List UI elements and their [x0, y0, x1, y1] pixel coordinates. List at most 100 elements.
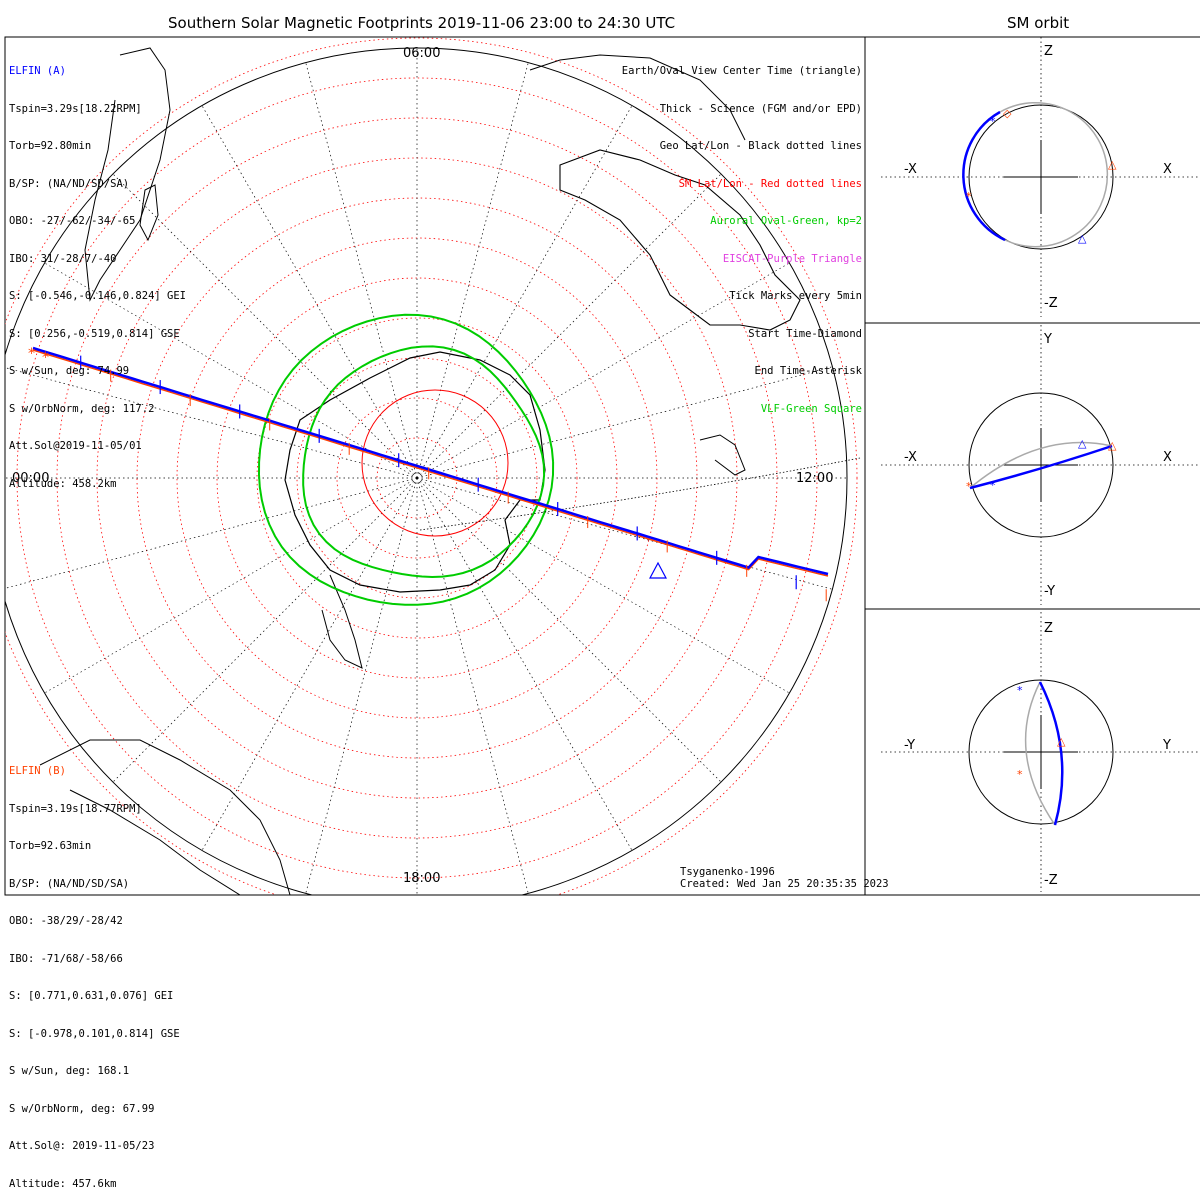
panel2-bottom-label: -Y	[1044, 584, 1056, 599]
legend-entry: Geo Lat/Lon - Black dotted lines	[659, 140, 862, 152]
elfin-b-line: S w/Sun, deg: 168.1	[9, 1065, 130, 1077]
orbit-marker: *	[1017, 768, 1023, 781]
earth-circle	[968, 679, 1114, 825]
elfin-b-end-asterisk: *	[42, 350, 49, 366]
orbit-blue-arc	[1038, 681, 1064, 826]
geo-longitude-line	[201, 105, 418, 479]
elfin-a-line: Altitude: 458.2km	[9, 477, 117, 490]
legend-entry: EISCAT-Purple Triangle	[722, 252, 862, 265]
sm-orbit-title: SM orbit	[1007, 14, 1070, 32]
orbit-marker: △	[1108, 439, 1117, 452]
sm-latitude-circle	[256, 317, 578, 639]
orbit-marker: *	[990, 479, 996, 492]
orbit-gray-arc	[999, 101, 1109, 248]
south-america-coastline	[39, 739, 291, 895]
new-zealand-coastline	[699, 434, 746, 476]
panel1-right-label: X	[1163, 162, 1172, 177]
africa-coastline	[84, 47, 171, 302]
model-label: Tsyganenko-1996	[680, 866, 775, 878]
elfin-a-line: IBO: 31/-28/7/-40	[9, 252, 117, 265]
elfin-a-line: B/SP: (NA/ND/SD/SA)	[9, 177, 130, 190]
sm-orbit-panel-yz: * * △	[881, 612, 1200, 892]
elfin-a-line: S w/Sun, deg: 74.99	[9, 365, 130, 377]
elfin-b-end-asterisk: *	[28, 346, 35, 362]
sm-latitude-circle	[216, 277, 618, 679]
legend-entry: Thick - Science (FGM and/or EPD)	[659, 102, 862, 115]
orbit-marker: *	[1017, 684, 1023, 697]
elfin-a-footprint-track	[32, 346, 829, 576]
elfin-b-footprint-track	[32, 349, 829, 577]
time-label-top: 06:00	[403, 46, 441, 61]
geo-longitude-line	[416, 62, 529, 479]
map-horizon-circle	[5, 47, 848, 895]
panel2-right-label: X	[1163, 450, 1172, 465]
orbit-blue-arc	[969, 444, 1113, 490]
geo-longitude-line	[112, 477, 418, 783]
elfin-a-line: Torb=92.80min	[9, 140, 92, 152]
panel3-right-label: Y	[1163, 738, 1171, 753]
elfin-b-line: Att.Sol@: 2019-11-05/23	[9, 1140, 155, 1152]
earth-circle	[968, 392, 1114, 538]
auroral-oval-outer	[257, 313, 555, 606]
elfin-b-line: B/SP: (NA/ND/SD/SA)	[9, 877, 130, 890]
elfin-b-line: S: [-0.978,0.101,0.814] GSE	[9, 1027, 180, 1040]
elfin-b-line: S w/OrbNorm, deg: 67.99	[9, 1102, 155, 1115]
geo-longitude-line	[416, 477, 833, 590]
chart-title: Southern Solar Magnetic Footprints 2019-…	[168, 14, 676, 32]
grid-group: * *	[5, 37, 861, 895]
legend-entry: Auroral Oval-Green, kp=2	[710, 215, 862, 227]
elfin-b-line: Altitude: 457.6km	[9, 1177, 117, 1190]
legend-entry: Start Time-Diamond	[748, 327, 862, 340]
orbit-marker: *	[966, 190, 972, 203]
sm-orbit-panel-xy: * * △ △	[881, 325, 1200, 605]
auroral-oval-inner	[302, 345, 546, 579]
geo-longitude-line	[416, 477, 529, 894]
sm-orbit-panel-xz: * ◇ △ △ *	[881, 37, 1200, 317]
panel3-bottom-label: -Z	[1044, 873, 1058, 888]
peninsula-coastline	[321, 574, 363, 669]
sm-pole-circle	[361, 389, 509, 537]
time-label-right: 12:00	[796, 471, 834, 486]
elfin-a-info: ELFIN (A) Tspin=3.29s[18.22RPM] Torb=92.…	[9, 40, 186, 503]
geo-longitude-line	[416, 477, 722, 783]
created-label: Created: Wed Jan 25 20:35:35 2023	[680, 878, 889, 890]
orbit-gray-arc	[1024, 681, 1056, 826]
geo-longitude-line	[416, 477, 790, 694]
elfin-b-name: ELFIN (B)	[9, 765, 66, 777]
view-center-triangle	[649, 561, 667, 579]
elfin-a-line: OBO: -27/-62/-34/-65	[9, 215, 136, 227]
geo-longitude-line	[305, 477, 418, 894]
australia-coastline	[559, 149, 801, 331]
panel1-bottom-label: -Z	[1044, 296, 1058, 311]
legend-entry: VLF-Green Square	[760, 402, 862, 415]
orbit-marker: △	[1057, 735, 1066, 748]
legend-entry: Earth/Oval View Center Time (triangle)	[621, 65, 862, 77]
panel1-top-label: Z	[1044, 44, 1053, 59]
geo-longitude-line	[305, 62, 418, 479]
earth-circle	[968, 104, 1114, 250]
map-frame	[4, 36, 866, 896]
geo-longitude-line	[416, 477, 633, 851]
sm-latitude-circle	[5, 37, 858, 895]
elfin-a-line: Tspin=3.29s[18.22RPM]	[9, 102, 142, 115]
elfin-b-line: S: [0.771,0.631,0.076] GEI	[9, 990, 174, 1002]
legend-entry: Tick Marks every 5min	[729, 290, 862, 302]
sm-latitude-circle	[16, 77, 818, 879]
panel2-left-label: -X	[904, 450, 917, 465]
elfin-b-info: ELFIN (B) Tspin=3.19s[18.77RPM] Torb=92.…	[9, 740, 180, 1203]
elfin-a-name: ELFIN (A)	[9, 65, 66, 77]
elfin-b-line: Torb=92.63min	[9, 840, 92, 852]
panel1-left-label: -X	[904, 162, 917, 177]
orbit-blue-arc	[962, 110, 1006, 242]
elfin-a-line: Att.Sol@2019-11-05/01	[9, 440, 142, 452]
madagascar-coastline	[139, 184, 159, 242]
time-label-left: 00:00	[12, 471, 50, 486]
elfin-a-line: S w/OrbNorm, deg: 117.2	[9, 402, 155, 415]
elfin-a-line: S: [-0.546,-0.146,0.824] GEI	[9, 290, 187, 302]
antarctica-coastline	[284, 351, 546, 593]
orbit-marker: *	[966, 480, 972, 493]
geo-longitude-line	[416, 105, 633, 479]
elfin-a-line: S: [0.256,-0.519,0.814] GSE	[9, 327, 180, 340]
orbit-marker: △	[1078, 437, 1087, 450]
legend-entry: SM Lat/Lon - Red dotted lines	[678, 177, 862, 190]
